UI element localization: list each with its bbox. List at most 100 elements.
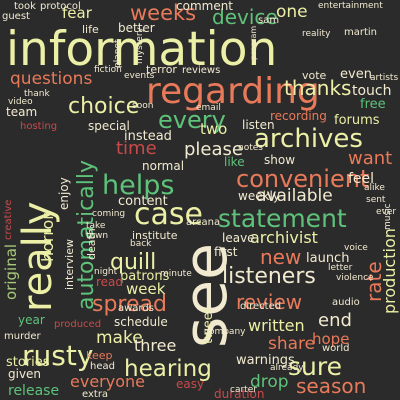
word-original: original — [2, 243, 20, 300]
word-please: please — [184, 139, 243, 160]
word-comment: comment — [176, 0, 234, 13]
word-company: company — [204, 327, 246, 337]
word-duration: duration — [214, 387, 265, 400]
word-special: special — [88, 119, 130, 133]
word-interview: interview — [63, 239, 76, 290]
word-new: new — [260, 245, 302, 269]
word-hope: hope — [312, 330, 350, 348]
word-reviews: reviews — [182, 65, 221, 76]
word-enjoy: enjoy — [57, 177, 71, 210]
word-martin: martin — [344, 27, 378, 38]
word-rusty: rusty — [22, 339, 94, 372]
word-extra: extra — [82, 389, 109, 400]
word-available: available — [256, 186, 333, 206]
word-tweet: tweet — [201, 307, 216, 344]
word-planet: planet — [113, 39, 123, 69]
word-read: read — [96, 275, 124, 289]
word-take: take — [86, 221, 106, 231]
word-weekly: weekly — [238, 189, 280, 203]
word-minute: minute — [160, 269, 192, 279]
word-launch: launch — [306, 251, 350, 266]
word-patrons: patrons — [120, 269, 170, 284]
word-statement: statement — [218, 204, 347, 233]
word-archivist: archivist — [250, 228, 318, 247]
word-arcana: arcana — [186, 217, 221, 228]
word-already: already — [270, 363, 304, 373]
word-institute: institute — [132, 229, 178, 242]
word-free: free — [360, 97, 386, 112]
word-content: content — [118, 194, 168, 209]
word-creative: creative — [3, 199, 14, 240]
word-written: written — [248, 316, 305, 335]
word-first: first — [214, 245, 238, 259]
word-release: release — [8, 383, 60, 399]
word-forums: forums — [334, 113, 380, 128]
word-program: program — [249, 25, 258, 60]
word-terror: terror — [146, 63, 177, 76]
word-stories: stories — [6, 355, 50, 370]
word-instead: instead — [124, 129, 172, 144]
word-hosting: hosting — [20, 121, 58, 132]
word-listeners: listeners — [222, 264, 316, 289]
word-thank: thank — [24, 89, 50, 99]
word-two: two — [200, 120, 228, 138]
word-took: took — [14, 1, 36, 12]
word-drop: drop — [250, 372, 289, 392]
word-device: device — [212, 5, 278, 29]
word-questions: questions — [10, 69, 93, 89]
word-touch: touch — [352, 83, 392, 99]
word-case: case — [134, 197, 203, 232]
word-week: week — [126, 280, 166, 298]
word-convenient: convenient — [236, 165, 370, 193]
word-time: time — [116, 138, 157, 159]
word-regarding: regarding — [146, 71, 320, 112]
word-reality: reality — [302, 29, 331, 39]
word-end: end — [318, 310, 352, 331]
word-town: town — [86, 231, 109, 241]
word-sure: sure — [288, 352, 342, 381]
word-horror: horror — [38, 213, 57, 262]
word-carter: carter — [230, 385, 257, 395]
word-spread: spread — [92, 292, 167, 317]
word-vote: vote — [302, 69, 327, 82]
word-sam: sam — [258, 15, 280, 26]
word-even: even — [340, 67, 372, 82]
word-coming: coming — [92, 209, 126, 219]
word-year: year — [18, 313, 45, 327]
word-fear: fear — [62, 4, 92, 22]
word-letter: letter — [328, 263, 353, 273]
word-murder: murder — [4, 331, 41, 342]
word-directed: directed — [240, 301, 282, 312]
word-three: three — [134, 336, 177, 355]
word-easy: easy — [176, 377, 205, 391]
word-every: every — [158, 106, 226, 134]
word-notes: notes — [238, 143, 263, 153]
word-world: world — [322, 343, 350, 354]
word-awards: awards — [118, 303, 154, 314]
word-want: want — [348, 148, 393, 169]
word-head: head — [90, 361, 115, 372]
word-video: video — [8, 97, 33, 107]
word-normal: normal — [142, 159, 185, 173]
word-soon: soon — [132, 101, 154, 111]
word-alike: alike — [364, 183, 385, 193]
word-sent: sent — [366, 195, 386, 205]
word-produced: produced — [54, 319, 102, 330]
word-events: events — [124, 71, 155, 81]
word-share: share — [268, 334, 316, 354]
word-given: given — [8, 367, 42, 381]
word-back: back — [130, 239, 152, 249]
word-guest: guest — [2, 11, 30, 22]
word-better: better — [118, 21, 155, 35]
word-night: night — [94, 267, 118, 277]
word-team: team — [6, 105, 38, 119]
word-audio: audio — [332, 297, 360, 308]
word-artists: artists — [370, 73, 399, 83]
word-listen: listen — [242, 118, 275, 132]
word-information: information — [6, 22, 278, 77]
word-show: show — [264, 153, 296, 167]
word-thanks: thanks — [284, 76, 352, 100]
word-violence: violence — [336, 273, 374, 283]
word-keep: keep — [86, 349, 113, 362]
